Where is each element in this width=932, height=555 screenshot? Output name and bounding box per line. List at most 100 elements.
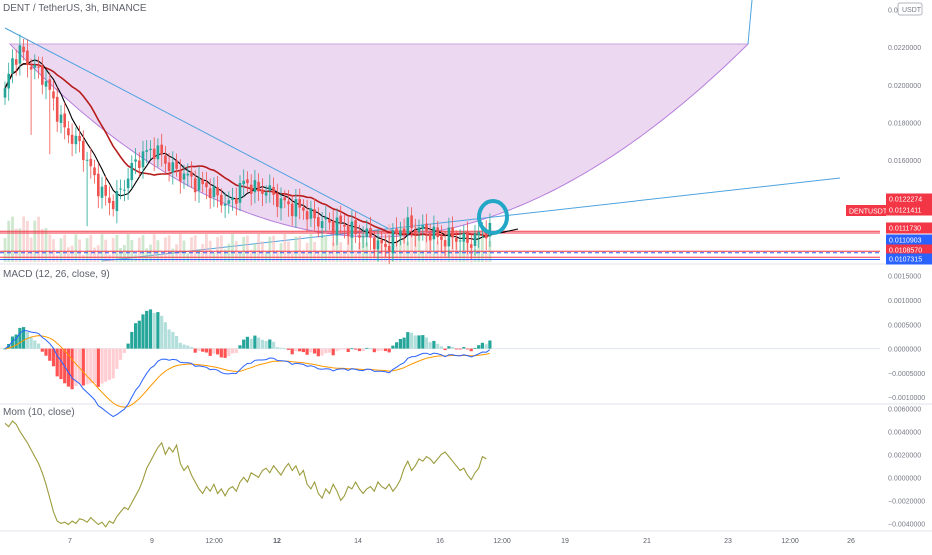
mom-axis-tick-label: 0.0040000 xyxy=(888,429,921,436)
macd-histogram-bar xyxy=(428,342,432,349)
macd-histogram-bar xyxy=(346,348,350,352)
macd-histogram-bar xyxy=(3,348,7,350)
macd-histogram-bar xyxy=(96,348,100,387)
macd-histogram-bar xyxy=(357,348,361,352)
volume-bar xyxy=(231,234,234,262)
volume-bar xyxy=(22,216,26,262)
macd-signal-line xyxy=(4,335,491,408)
macd-histogram-bar xyxy=(335,348,339,352)
macd-histogram-bar xyxy=(14,334,18,349)
macd-histogram-bar xyxy=(212,348,216,354)
macd-histogram-bar xyxy=(372,348,376,353)
candle-body xyxy=(67,128,70,136)
candle-body xyxy=(138,160,141,168)
volume-bar xyxy=(275,250,279,262)
volume-bar xyxy=(160,253,164,262)
volume-bar xyxy=(354,251,357,262)
volume-bar xyxy=(309,234,313,262)
volume-bar xyxy=(365,242,369,262)
volume-bar xyxy=(40,228,44,262)
candle-body xyxy=(201,179,204,185)
macd-histogram-bar xyxy=(383,348,388,352)
volume-bar xyxy=(249,249,253,262)
candle-body xyxy=(264,192,268,196)
volume-bar xyxy=(205,234,208,262)
macd-histogram-bar xyxy=(227,348,231,357)
macd-histogram-bar xyxy=(107,348,111,380)
candle-body xyxy=(205,182,208,188)
candle-body xyxy=(223,203,227,206)
candle-body xyxy=(41,65,44,85)
candle-body xyxy=(52,91,55,99)
macd-histogram-bar xyxy=(264,341,268,349)
volume-bar xyxy=(425,235,428,262)
candle-body xyxy=(149,148,152,151)
macd-histogram-bar xyxy=(342,348,346,350)
candle-body xyxy=(399,230,402,236)
volume-bar xyxy=(227,243,231,262)
macd-histogram-bar xyxy=(391,345,395,349)
volume-bar xyxy=(52,239,55,262)
volume-bar xyxy=(369,250,372,262)
price-tag xyxy=(886,222,932,234)
volume-bar xyxy=(257,234,260,262)
candle-body xyxy=(466,232,469,243)
volume-bar xyxy=(473,249,477,262)
candle-body xyxy=(152,148,156,159)
macd-histogram-bar xyxy=(78,348,82,384)
cup-pattern xyxy=(8,43,750,238)
candle-body xyxy=(179,170,182,182)
volume-bar xyxy=(358,242,361,262)
macd-histogram-bar xyxy=(115,348,119,369)
time-axis-label: 12 xyxy=(273,538,281,545)
macd-histogram-bar xyxy=(268,339,272,349)
momentum-line xyxy=(4,420,487,528)
candle-body xyxy=(220,194,223,206)
macd-axis-tick-label: 0.0015000 xyxy=(888,274,921,281)
macd-histogram-bar xyxy=(201,348,205,352)
candle-body xyxy=(37,66,40,68)
candle-body xyxy=(331,220,335,234)
candle-body xyxy=(387,246,391,253)
main-pane-title: DENT / TetherUS, 3h, BINANCE xyxy=(3,3,147,14)
macd-histogram-bar xyxy=(137,320,141,349)
volume-bar xyxy=(152,234,156,262)
macd-histogram-bar xyxy=(163,322,167,349)
time-axis-label: 16 xyxy=(436,538,444,545)
time-axis-label: 19 xyxy=(561,538,569,545)
macd-histogram-bar xyxy=(439,346,443,349)
macd-histogram-bar xyxy=(454,348,458,350)
time-axis-label: 23 xyxy=(724,538,732,545)
time-axis-label: 21 xyxy=(643,538,651,545)
macd-histogram-bar xyxy=(18,327,22,349)
price-axis-tick-label: 0.0200000 xyxy=(888,83,921,90)
candle-body xyxy=(59,114,63,123)
candle-body xyxy=(294,199,298,217)
currency-badge xyxy=(897,2,923,16)
volume-bar xyxy=(324,236,328,262)
candle-body xyxy=(160,144,163,155)
candle-body xyxy=(309,208,313,219)
candle-body xyxy=(298,199,301,208)
macd-histogram-bar xyxy=(387,348,391,353)
candle-body xyxy=(320,221,324,228)
macd-histogram-bar xyxy=(219,348,223,358)
volume-bar xyxy=(119,248,122,262)
candle-body xyxy=(167,162,171,171)
candle-body xyxy=(93,167,96,176)
macd-histogram-bar xyxy=(104,348,108,382)
macd-histogram-bar xyxy=(327,348,332,353)
volume-bar xyxy=(44,227,48,262)
price-axis-tick-label: 0.0180000 xyxy=(888,121,921,128)
candle-body xyxy=(384,244,387,247)
candle-body xyxy=(410,215,413,229)
macd-histogram-bar xyxy=(473,347,477,349)
macd-histogram-bar xyxy=(398,339,402,349)
macd-histogram-bar xyxy=(171,331,175,349)
macd-histogram-bar xyxy=(469,348,473,352)
volume-bar xyxy=(298,235,302,262)
candle-body xyxy=(171,162,175,173)
symbol-tag-label: DENTUSDT xyxy=(849,209,888,216)
volume-bar xyxy=(33,220,37,262)
macd-histogram-bar xyxy=(301,348,305,353)
